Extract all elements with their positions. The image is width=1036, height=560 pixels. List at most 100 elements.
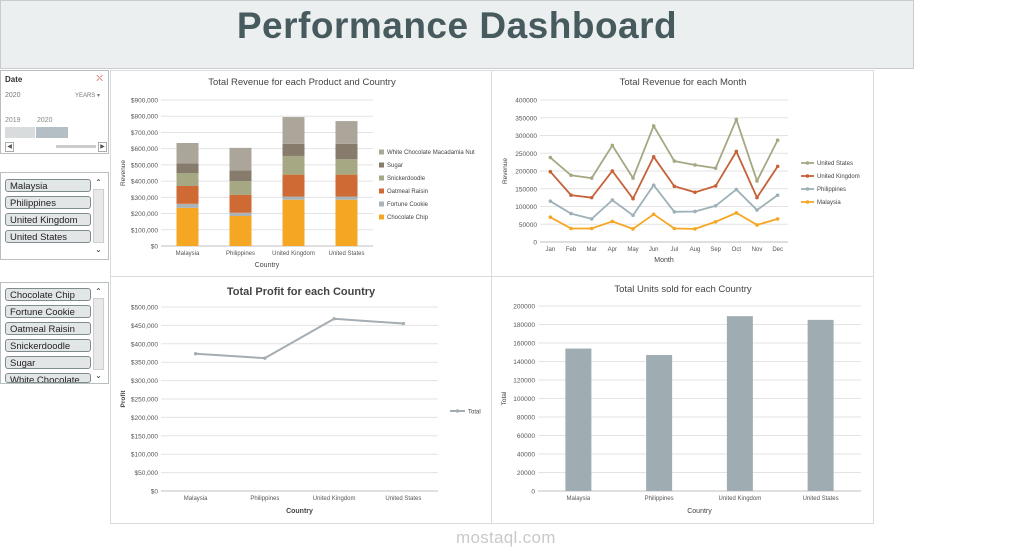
bar-segment-chocolate-chip-united-states bbox=[335, 199, 358, 246]
bar-segment-snickerdoodle-malaysia bbox=[176, 173, 199, 186]
data-point-malaysia-mar bbox=[589, 226, 594, 231]
y-tick-label: 250000 bbox=[515, 151, 537, 158]
y-axis-label: Revenue bbox=[120, 160, 127, 186]
time-level-label: YEARS bbox=[74, 93, 96, 99]
page-title: Performance Dashboard bbox=[236, 5, 678, 46]
date-slicer-period: 2020 bbox=[5, 92, 21, 99]
slicer-item-united-kingdom[interactable]: United Kingdom bbox=[5, 213, 91, 226]
timeline-bar-2020[interactable] bbox=[36, 127, 68, 138]
data-point-philippines-aug bbox=[693, 209, 697, 214]
data-point-malaysia-may bbox=[631, 227, 635, 231]
data-point-philippines-dec bbox=[775, 193, 780, 197]
bar-segment-sugar-united-kingdom bbox=[282, 143, 305, 156]
bar-philippines bbox=[646, 355, 673, 491]
timeline-label-2019: 2019 bbox=[5, 117, 21, 124]
profit-by-country-panel: Total Profit for each Country $0 $50,000 $1… bbox=[110, 276, 492, 524]
data-point-united-states-may bbox=[631, 176, 635, 180]
slicer-item-united-states[interactable]: United States bbox=[5, 230, 91, 243]
y-tick-label: 300000 bbox=[515, 133, 537, 140]
bar-united-kingdom bbox=[726, 316, 753, 491]
slicer-item-fortune-cookie[interactable]: Fortune Cookie bbox=[5, 305, 91, 318]
scroll-right-icon[interactable]: ▶ bbox=[98, 142, 107, 152]
data-point-united-kingdom-jan bbox=[548, 169, 553, 174]
country-slicer[interactable]: Malaysia Philippines United Kingdom Unit… bbox=[0, 172, 109, 260]
slicer-item-white-chocolate[interactable]: White Chocolate bbox=[5, 373, 91, 383]
profit-by-country-chart: Total Profit for each Country $0 $50,000 $1… bbox=[120, 286, 481, 515]
country-scrollbar[interactable] bbox=[93, 189, 104, 243]
y-tick-label: $500,000 bbox=[131, 162, 158, 169]
slicer-item-malaysia[interactable]: Malaysia bbox=[5, 179, 91, 192]
scroll-down-icon[interactable]: ⌄ bbox=[95, 371, 102, 380]
y-tick-label: 20000 bbox=[517, 470, 535, 477]
series-line-united-kingdom bbox=[549, 149, 779, 201]
clear-filter-icon[interactable]: ⛌ bbox=[96, 73, 103, 83]
data-point-united-states bbox=[401, 321, 406, 326]
bar-segment-sugar-philippines bbox=[229, 170, 252, 182]
x-tick-label: Sep bbox=[710, 247, 721, 253]
x-tick-label: Jun bbox=[649, 247, 659, 253]
data-point-malaysia-dec bbox=[775, 217, 780, 221]
bar-segment-sugar-united-states bbox=[335, 143, 358, 160]
y-tick-label: 120000 bbox=[513, 378, 535, 385]
scroll-left-icon[interactable]: ◀ bbox=[5, 142, 14, 152]
scroll-up-icon[interactable]: ⌃ bbox=[95, 287, 102, 296]
legend-label: Snickerdoodle bbox=[387, 176, 426, 182]
scroll-up-icon[interactable]: ⌃ bbox=[95, 178, 102, 187]
data-point-philippines-jul bbox=[672, 210, 677, 214]
timeline-bar-2019[interactable] bbox=[5, 127, 35, 138]
y-tick-label: $200,000 bbox=[131, 415, 158, 422]
x-tick-label: Jul bbox=[670, 247, 678, 253]
product-slicer[interactable]: Chocolate Chip Fortune Cookie Oatmeal Ra… bbox=[0, 282, 109, 384]
y-tick-label: 180000 bbox=[513, 322, 535, 329]
slicer-item-philippines[interactable]: Philippines bbox=[5, 196, 91, 209]
product-scrollbar[interactable] bbox=[93, 298, 104, 370]
y-tick-label: $800,000 bbox=[131, 114, 158, 121]
slicer-item-oatmeal-raisin[interactable]: Oatmeal Raisin bbox=[5, 322, 91, 335]
slicer-item-snickerdoodle[interactable]: Snickerdoodle bbox=[5, 339, 91, 352]
data-point-malaysia-jan bbox=[548, 215, 553, 219]
x-tick-label: Oct bbox=[732, 247, 742, 253]
data-point-philippines-sep bbox=[713, 203, 718, 208]
bar-segment-chocolate-chip-united-kingdom bbox=[282, 199, 305, 246]
data-point-philippines bbox=[263, 356, 267, 360]
slicer-item-chocolate-chip[interactable]: Chocolate Chip bbox=[5, 288, 91, 301]
legend-label: Malaysia bbox=[817, 200, 841, 206]
data-point-united-kingdom bbox=[332, 317, 336, 321]
y-tick-label: $600,000 bbox=[131, 146, 158, 153]
data-point-malaysia-sep bbox=[713, 219, 718, 224]
data-point-united-states-feb bbox=[569, 173, 573, 178]
data-point-philippines-jun bbox=[651, 183, 656, 187]
slicer-item-sugar[interactable]: Sugar bbox=[5, 356, 91, 369]
time-level-dropdown[interactable]: YEARS ▾ bbox=[75, 92, 100, 99]
revenue-by-month-chart: Total Revenue for each Month 0 50000 100000… bbox=[502, 77, 860, 264]
date-timeline-slicer[interactable]: Date ⛌ 2020 YEARS ▾ 2019 2020 ◀ ▶ bbox=[0, 70, 109, 154]
y-tick-label: $300,000 bbox=[131, 378, 158, 385]
x-tick-label: Feb bbox=[566, 247, 577, 253]
y-tick-label: $500,000 bbox=[131, 305, 158, 312]
watermark: mostaql.com bbox=[456, 528, 556, 547]
y-tick-label: 150000 bbox=[515, 186, 537, 193]
data-point-united-kingdom-may bbox=[631, 196, 635, 201]
x-tick-label: Malaysia bbox=[176, 251, 200, 257]
series-line-united-states bbox=[549, 116, 779, 184]
y-tick-label: 100000 bbox=[513, 396, 535, 403]
series-line-total bbox=[195, 317, 404, 360]
legend-label: United States bbox=[817, 161, 853, 167]
legend-label: Chocolate Chip bbox=[387, 215, 429, 221]
legend-swatch bbox=[379, 162, 384, 168]
data-point-philippines-apr bbox=[610, 198, 615, 202]
bar-segment-white-chocolate-macadamia-nut-united-states bbox=[335, 121, 358, 144]
x-tick-label: Apr bbox=[608, 247, 617, 253]
scroll-down-icon[interactable]: ⌄ bbox=[95, 245, 102, 254]
data-point-united-kingdom-mar bbox=[589, 195, 594, 200]
revenue-by-month-panel: Total Revenue for each Month 0 50000 100000… bbox=[491, 70, 874, 277]
data-point-philippines-jan bbox=[548, 199, 553, 203]
y-tick-label: $0 bbox=[151, 489, 159, 496]
revenue-by-product-panel: Total Revenue for each Product and Count… bbox=[110, 70, 492, 277]
legend-label: Philippines bbox=[817, 187, 846, 193]
timeline-scrollbar[interactable] bbox=[56, 145, 96, 148]
y-axis-label: Profit bbox=[120, 390, 127, 408]
bar-segment-oatmeal-raisin-malaysia bbox=[176, 185, 199, 204]
x-tick-label: May bbox=[627, 247, 638, 253]
legend-label: Fortune Cookie bbox=[387, 202, 429, 208]
